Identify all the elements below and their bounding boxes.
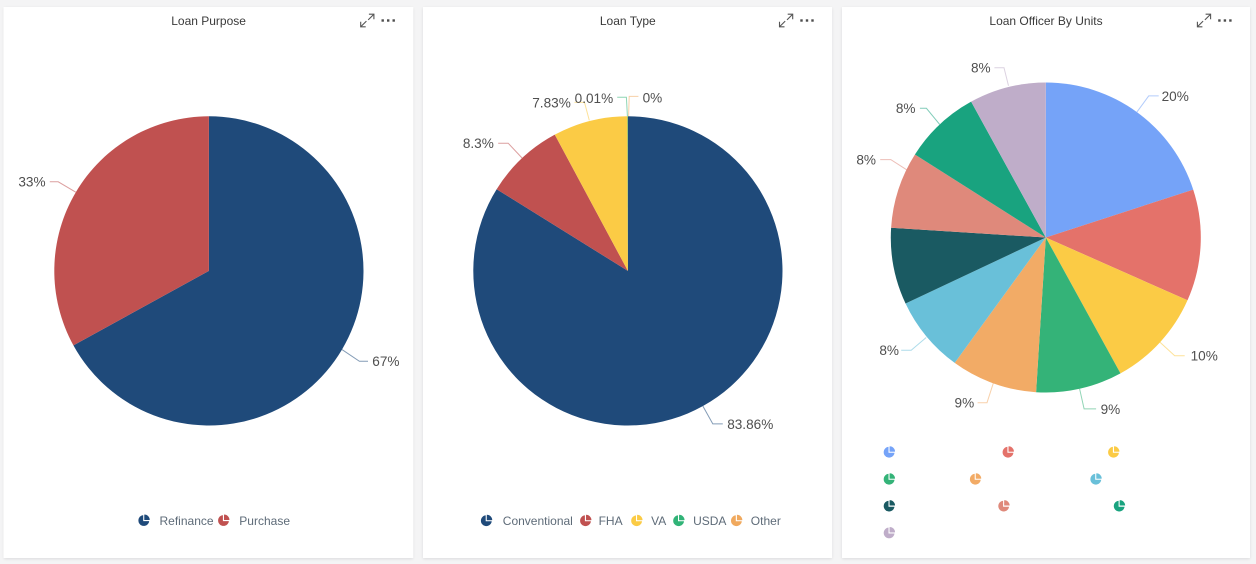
svg-text:9%: 9% [955,396,975,411]
svg-text:USDA: USDA [693,514,726,528]
svg-text:33%: 33% [18,175,45,190]
svg-text:Loan Officer By Units: Loan Officer By Units [989,14,1102,28]
svg-text:0%: 0% [643,90,663,105]
svg-text:8%: 8% [856,153,876,168]
svg-text:Other: Other [751,514,781,528]
svg-text:8%: 8% [879,343,899,358]
svg-text:8%: 8% [896,101,916,116]
svg-text:67%: 67% [372,354,399,369]
svg-text:Loan Type: Loan Type [600,14,656,28]
svg-text:10%: 10% [1191,348,1218,363]
svg-text:Loan Purpose: Loan Purpose [171,14,246,28]
svg-text:FHA: FHA [599,514,623,528]
svg-text:20%: 20% [1162,89,1189,104]
svg-text:9%: 9% [1101,402,1121,417]
svg-text:7.83%: 7.83% [532,95,571,110]
svg-text:Refinance: Refinance [160,514,214,528]
svg-text:8.3%: 8.3% [463,136,494,151]
svg-text:0.01%: 0.01% [575,91,614,106]
svg-text:8%: 8% [971,61,991,76]
svg-text:VA: VA [651,514,666,528]
svg-text:Purchase: Purchase [239,514,290,528]
svg-text:83.86%: 83.86% [727,417,773,432]
svg-text:Conventional: Conventional [503,514,573,528]
